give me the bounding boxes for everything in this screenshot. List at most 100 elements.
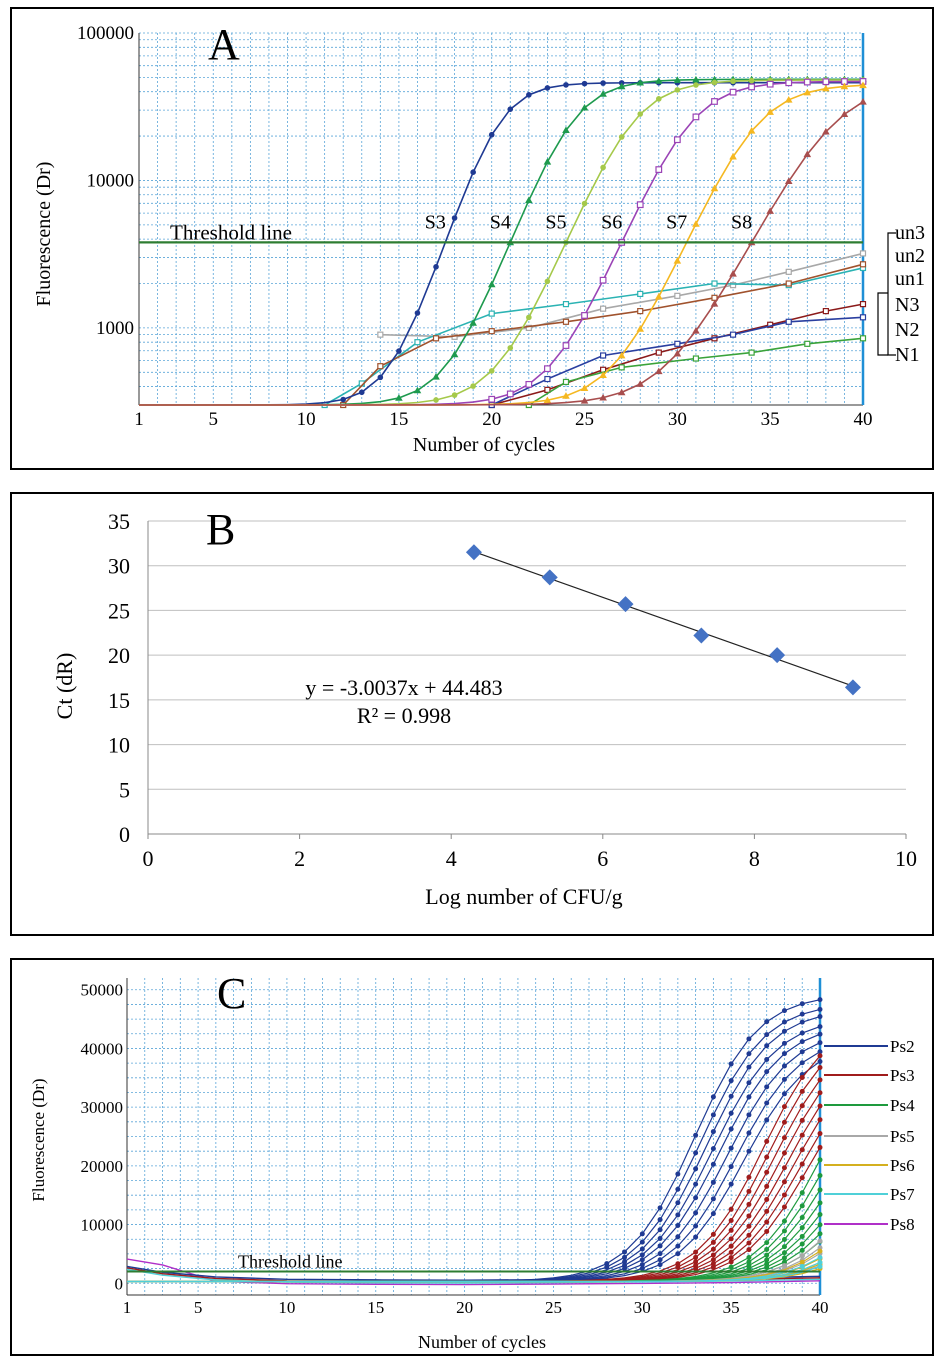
data-point xyxy=(488,395,496,403)
data-point xyxy=(451,392,458,398)
data-point xyxy=(840,110,849,118)
data-point xyxy=(622,1249,628,1255)
data-point xyxy=(543,157,552,165)
data-point xyxy=(657,1217,663,1223)
data-point xyxy=(781,1204,787,1210)
data-point xyxy=(526,92,532,98)
data-point xyxy=(525,324,532,332)
data-point xyxy=(781,1165,787,1171)
series-label: S7 xyxy=(666,211,687,233)
data-point xyxy=(781,1255,787,1261)
data-point xyxy=(711,280,718,287)
x-tick-label: 10 xyxy=(278,1298,295,1317)
data-point xyxy=(781,1244,787,1250)
panel-label: C xyxy=(217,969,246,1018)
data-point xyxy=(580,384,589,391)
data-point xyxy=(692,75,700,83)
data-point xyxy=(636,380,645,387)
data-point xyxy=(710,1129,716,1135)
data-point xyxy=(748,349,755,356)
data-point xyxy=(711,79,718,86)
data-point xyxy=(817,1255,823,1261)
data-point xyxy=(639,1239,645,1245)
data-point xyxy=(693,1259,699,1265)
data-point xyxy=(817,1222,823,1228)
data-point xyxy=(710,1179,716,1185)
data-point xyxy=(639,1265,645,1271)
data-point xyxy=(746,1036,752,1042)
data-point xyxy=(377,331,384,338)
data-point xyxy=(764,1257,770,1263)
data-point xyxy=(859,314,867,321)
data-point xyxy=(710,1252,716,1258)
data-point xyxy=(804,340,811,347)
data-point xyxy=(465,544,482,561)
data-point xyxy=(710,1161,716,1167)
y-tick-label: 20000 xyxy=(81,1157,124,1176)
data-point xyxy=(781,1091,787,1097)
data-point xyxy=(639,1231,645,1237)
data-point xyxy=(766,207,774,214)
data-point xyxy=(469,319,477,326)
data-point xyxy=(729,282,737,289)
data-point xyxy=(674,292,681,299)
y-tick-label: 15 xyxy=(108,688,130,713)
legend-label: Ps3 xyxy=(890,1066,915,1085)
series-line-N3 xyxy=(491,303,864,406)
data-point xyxy=(675,1234,681,1240)
data-point xyxy=(746,1130,752,1136)
data-point xyxy=(728,1259,734,1265)
data-point xyxy=(655,349,662,356)
series-line-Ps2 xyxy=(127,1008,821,1283)
data-point xyxy=(799,1132,805,1138)
x-tick-label: 6 xyxy=(597,846,608,871)
data-point xyxy=(599,276,607,284)
series-lines xyxy=(126,997,823,1286)
data-point xyxy=(488,310,495,317)
x-axis-label: Number of cycles xyxy=(413,434,555,456)
data-point xyxy=(764,1056,770,1062)
data-point xyxy=(673,349,682,357)
data-point xyxy=(729,152,737,160)
legend-label: Ps6 xyxy=(890,1156,915,1175)
x-tick-label: 4 xyxy=(446,846,457,871)
data-point xyxy=(675,1243,681,1249)
data-point xyxy=(764,1219,770,1225)
data-point xyxy=(414,339,421,346)
data-point xyxy=(581,312,588,319)
data-point xyxy=(674,340,681,347)
data-point xyxy=(764,1117,770,1123)
x-tick-label: 1 xyxy=(123,1298,132,1317)
data-point xyxy=(657,1236,663,1242)
panel-label: B xyxy=(206,505,235,554)
data-point xyxy=(617,351,626,359)
grid xyxy=(147,520,907,839)
data-point xyxy=(817,1117,823,1123)
data-point xyxy=(543,396,552,404)
data-point xyxy=(803,150,812,158)
data-point xyxy=(675,1200,681,1206)
data-point xyxy=(544,85,551,91)
legend-label: N2 xyxy=(895,319,919,341)
data-point xyxy=(784,177,793,184)
data-point xyxy=(799,1203,805,1209)
data-point xyxy=(817,1200,823,1206)
data-point xyxy=(781,1250,787,1256)
data-point xyxy=(395,394,403,401)
y-tick-label: 40000 xyxy=(81,1039,124,1058)
data-point xyxy=(764,1043,770,1049)
legend: Ps2 Ps3 Ps4 Ps5 Ps6 Ps7 Ps8 xyxy=(824,1037,915,1234)
data-point xyxy=(710,1146,716,1152)
data-point xyxy=(525,196,533,204)
x-tick-label: 20 xyxy=(456,1298,473,1317)
data-point xyxy=(710,1239,716,1245)
data-point xyxy=(693,627,710,644)
data-point xyxy=(746,1223,752,1229)
data-point xyxy=(781,1104,787,1110)
data-point xyxy=(506,390,514,398)
series-line-Ps3 xyxy=(127,1067,821,1283)
legend-label: Ps8 xyxy=(890,1215,915,1234)
data-point xyxy=(433,397,439,403)
data-point xyxy=(730,78,736,85)
